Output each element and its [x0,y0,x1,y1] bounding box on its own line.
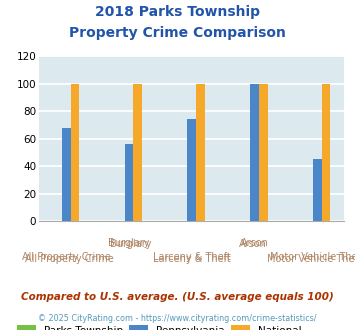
Bar [133,83,142,221]
Bar [313,159,322,221]
Text: Burglary: Burglary [110,239,151,249]
Bar [125,144,133,221]
Legend: Parks Township, Pennsylvania, National: Parks Township, Pennsylvania, National [17,325,302,330]
Text: Motor Vehicle Theft: Motor Vehicle Theft [267,254,355,264]
Bar [259,83,268,221]
Bar [71,83,79,221]
Text: Larceny & Theft: Larceny & Theft [153,254,231,264]
Text: Arson: Arson [241,238,268,248]
Text: Property Crime Comparison: Property Crime Comparison [69,26,286,40]
Bar [62,128,71,221]
Text: Arson: Arson [239,239,267,249]
Bar [196,83,205,221]
Text: © 2025 CityRating.com - https://www.cityrating.com/crime-statistics/: © 2025 CityRating.com - https://www.city… [38,314,317,323]
Bar [322,83,331,221]
Text: Larceny & Theft: Larceny & Theft [153,252,231,262]
Text: All Property Crime: All Property Crime [22,252,110,262]
Bar [187,119,196,221]
Text: 2018 Parks Township: 2018 Parks Township [95,5,260,19]
Text: Compared to U.S. average. (U.S. average equals 100): Compared to U.S. average. (U.S. average … [21,292,334,302]
Bar [250,83,259,221]
Text: All Property Crime: All Property Crime [25,254,114,264]
Text: Motor Vehicle Theft: Motor Vehicle Theft [270,252,355,262]
Text: Burglary: Burglary [108,238,150,248]
